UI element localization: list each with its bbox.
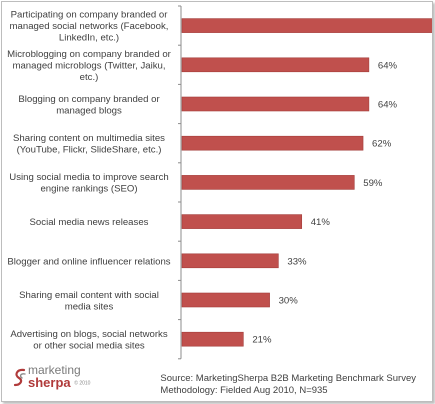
- category-label: Participating on company branded or manag…: [10, 10, 169, 44]
- bar-value-label: 30%: [279, 296, 299, 307]
- bar: [181, 135, 364, 151]
- bar: [181, 292, 270, 308]
- bar-value-label: 64%: [378, 60, 398, 71]
- category-label: Using social media to improve search engi…: [9, 172, 168, 195]
- category-label: Sharing content on multimedia sites (YouT…: [13, 133, 165, 156]
- bar-value-label: 59%: [363, 178, 383, 189]
- marketingsherpa-logo: marketing sherpa © 2010: [12, 363, 102, 393]
- source-line: Source: MarketingSherpa B2B Marketing Be…: [160, 373, 416, 384]
- methodology-line: Methodology: Fielded Aug 2010, N=935: [160, 384, 328, 396]
- bar-value-label: 64%: [378, 100, 398, 111]
- source-note: Source: MarketingSherpa B2B Marketing Be…: [160, 373, 416, 396]
- logo-text-sherpa: sherpa: [28, 375, 71, 390]
- category-label: Advertising on blogs, social networks or …: [10, 329, 168, 352]
- logo-text-bottom: sherpa © 2010: [28, 375, 90, 390]
- bar: [181, 18, 432, 33]
- bar-value-label: 62%: [372, 139, 392, 150]
- bar: [181, 175, 355, 190]
- category-label: Blogging on company branded or managed bl…: [18, 94, 160, 117]
- bar: [181, 57, 370, 73]
- bar: [181, 253, 279, 269]
- category-label: Social media news releases: [30, 217, 149, 228]
- bar-value-label: 41%: [311, 217, 331, 228]
- logo-copyright: © 2010: [74, 380, 91, 387]
- bar: [181, 331, 244, 347]
- bar: [181, 96, 370, 112]
- logo-text-top: marketing: [28, 363, 81, 377]
- bar: [181, 214, 303, 229]
- bar-value-label: 21%: [252, 335, 272, 346]
- bar-chart: 87%Participating on company branded orma…: [7, 5, 432, 360]
- category-label: Sharing email content with social media s…: [19, 290, 159, 313]
- category-label: Microblogging on company branded or manag…: [7, 49, 172, 83]
- category-label: Blogger and online influencer relations: [7, 256, 170, 267]
- bar-value-label: 33%: [287, 256, 307, 267]
- logo-swirl-icon: [13, 368, 26, 387]
